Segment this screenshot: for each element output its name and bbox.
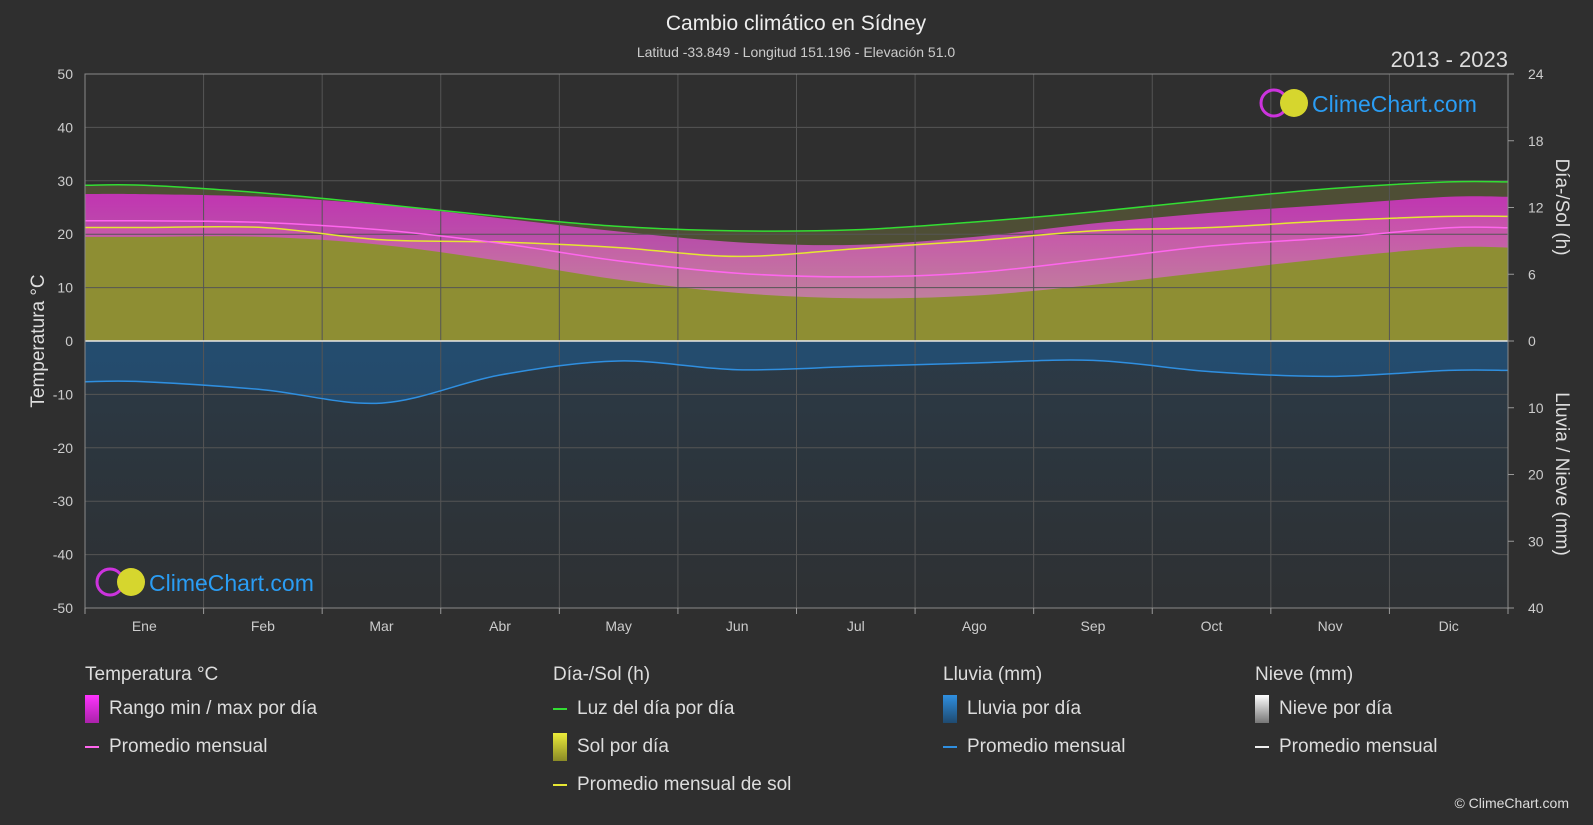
x-tick-label: Oct [1201, 618, 1223, 634]
x-tick-label: Abr [489, 618, 511, 634]
right-top-tick-label: 24 [1528, 66, 1544, 82]
legend-item-label: Lluvia por día [967, 698, 1082, 719]
year-range: 2013 - 2023 [1391, 47, 1508, 72]
copyright: © ClimeChart.com [1454, 795, 1569, 811]
left-tick-label: 30 [57, 173, 73, 189]
legend-item-label: Promedio mensual [109, 736, 268, 757]
legend-item: Promedio mensual [85, 728, 317, 766]
x-tick-label: Ene [132, 618, 157, 634]
right-bottom-tick-label: 30 [1528, 533, 1544, 549]
x-tick-label: Ago [962, 618, 987, 634]
rain-swatch [943, 695, 957, 723]
x-tick-label: Mar [369, 618, 393, 634]
legend-item-label: Promedio mensual de sol [577, 774, 792, 795]
x-tick-label: Jun [726, 618, 749, 634]
legend: Temperatura °C Rango min / max por día P… [0, 660, 1593, 820]
rain-mean-line [85, 359, 1508, 405]
logo-text: ClimeChart.com [149, 570, 314, 596]
right-bottom-tick-label: 10 [1528, 400, 1544, 416]
sunshine-mean-swatch [553, 784, 567, 786]
legend-item: Lluvia por día [943, 690, 1125, 728]
x-tick-label: Sep [1080, 618, 1105, 634]
snow-mean-swatch [1255, 746, 1269, 748]
right-bottom-tick-label: 40 [1528, 600, 1544, 616]
right-bottom-tick-label: 20 [1528, 467, 1544, 483]
legend-item: Promedio mensual [1255, 728, 1437, 766]
logo-text: ClimeChart.com [1312, 91, 1477, 117]
temperature-range-swatch [85, 695, 99, 723]
legend-item: Rango min / max por día [85, 690, 317, 728]
right-top-tick-label: 0 [1528, 333, 1536, 349]
series-lines-layer [85, 180, 1508, 405]
legend-item-label: Promedio mensual [1279, 736, 1438, 757]
daylight-swatch [553, 708, 567, 710]
snow-swatch [1255, 695, 1269, 723]
chart-subtitle: Latitud -33.849 - Longitud 151.196 - Ele… [637, 44, 956, 60]
sunshine-swatch [553, 733, 567, 761]
legend-item-label: Rango min / max por día [109, 698, 318, 719]
left-axis-label: Temperatura °C [28, 274, 49, 407]
legend-group-daylight: Día-/Sol (h) Luz del día por día Sol por… [553, 660, 791, 804]
left-tick-label: 10 [57, 280, 73, 296]
legend-group-snow: Nieve (mm) Nieve por día Promedio mensua… [1255, 660, 1437, 766]
x-tick-label: Dic [1439, 618, 1459, 634]
x-tick-label: May [605, 618, 631, 634]
left-tick-label: 0 [65, 333, 73, 349]
legend-item-label: Nieve por día [1279, 698, 1393, 719]
left-tick-label: 50 [57, 66, 73, 82]
legend-item: Nieve por día [1255, 690, 1437, 728]
left-tick-label: -10 [53, 386, 73, 402]
legend-group-temperature: Temperatura °C Rango min / max por día P… [85, 660, 317, 766]
x-tick-label: Feb [251, 618, 275, 634]
legend-group-title: Lluvia (mm) [943, 664, 1043, 685]
legend-group-title: Nieve (mm) [1255, 664, 1354, 685]
daylight-line [85, 180, 1508, 232]
left-tick-label: -40 [53, 547, 73, 563]
logo-top-right: ClimeChart.com [1259, 88, 1477, 118]
sunshine-mean-line [85, 215, 1508, 258]
right-bottom-axis-label: Lluvia / Nieve (mm) [1551, 392, 1572, 556]
climate-chart: Cambio climático en Sídney Latitud -33.8… [28, 12, 1572, 634]
legend-item: Sol por día [553, 728, 791, 766]
chart-title: Cambio climático en Sídney [666, 12, 927, 35]
legend-item-label: Promedio mensual [967, 736, 1126, 757]
left-tick-label: -20 [53, 440, 73, 456]
rain-mean-swatch [943, 746, 957, 748]
legend-item-label: Sol por día [577, 736, 669, 757]
left-tick-label: 20 [57, 226, 73, 242]
x-tick-label: Jul [847, 618, 865, 634]
left-tick-label: 40 [57, 119, 73, 135]
legend-item: Promedio mensual de sol [553, 766, 791, 804]
left-tick-label: -30 [53, 493, 73, 509]
right-top-tick-label: 6 [1528, 266, 1536, 282]
legend-item: Luz del día por día [553, 690, 791, 728]
logo-bottom-left: ClimeChart.com [95, 567, 314, 597]
right-top-tick-label: 12 [1528, 200, 1544, 216]
right-top-axis-label: Día-/Sol (h) [1551, 158, 1572, 255]
x-tick-label: Nov [1318, 618, 1343, 634]
axis-ticks: 50 40 30 20 10 0 -10 -20 -30 -40 -50 24 18 12 6 0 10 20 30… [53, 66, 1544, 634]
legend-item-label: Luz del día por día [577, 698, 735, 719]
legend-group-title: Día-/Sol (h) [553, 664, 651, 685]
legend-group-rain: Lluvia (mm) Lluvia por día Promedio mens… [943, 660, 1125, 766]
legend-group-title: Temperatura °C [85, 664, 219, 685]
left-tick-label: -50 [53, 600, 73, 616]
logo-sun-icon [117, 568, 145, 596]
legend-item: Promedio mensual [943, 728, 1125, 766]
temperature-mean-swatch [85, 746, 99, 748]
logo-sun-icon [1280, 89, 1308, 117]
right-top-tick-label: 18 [1528, 133, 1544, 149]
temperature-mean-line [85, 219, 1508, 278]
